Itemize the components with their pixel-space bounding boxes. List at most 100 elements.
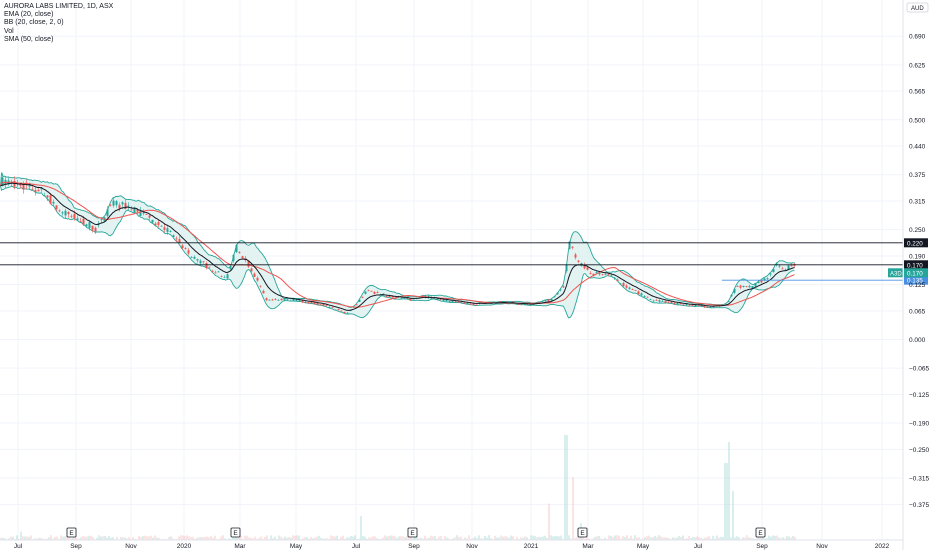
candle-body — [451, 300, 454, 302]
candle-body — [193, 256, 196, 259]
volume-bar — [464, 537, 466, 540]
candle-body — [364, 291, 367, 294]
volume-bar — [52, 538, 54, 540]
volume-bar — [16, 535, 18, 540]
level-tag — [904, 275, 928, 285]
volume-bar — [484, 535, 486, 540]
volume-bar — [738, 537, 740, 540]
candle-body — [46, 195, 49, 198]
candle-body — [607, 274, 610, 276]
candle-body — [769, 273, 772, 275]
candle-body — [178, 239, 181, 243]
candle-body — [664, 300, 667, 303]
volume-bar — [744, 537, 746, 540]
volume-bar — [192, 536, 194, 540]
time-tick-label: Nov — [816, 543, 828, 550]
legend-ema[interactable]: EMA (20, close) — [4, 11, 54, 19]
price-tick-label: 0.000 — [909, 337, 926, 344]
candle-body — [628, 287, 631, 289]
candle-body — [76, 218, 79, 221]
volume-bar — [326, 538, 328, 540]
legend-sma[interactable]: SMA (50, close) — [4, 35, 54, 43]
volume-bar — [304, 537, 306, 540]
candle-body — [568, 241, 571, 250]
volume-bar — [310, 536, 312, 540]
price-axis[interactable]: 0.690 0.625 0.565 0.500 0.440 0.375 0.315 0.250… — [902, 0, 929, 550]
volume-bar — [550, 535, 552, 540]
price-tick-label: −0.375 — [909, 502, 929, 509]
volume-bar — [380, 538, 382, 540]
volume-bar — [654, 535, 656, 540]
candle-body — [601, 274, 604, 276]
symbol-title[interactable]: AURORA LABS LIMITED, 1D, ASX — [4, 3, 114, 10]
legend-vol[interactable]: Vol — [4, 27, 14, 35]
volume-bar — [408, 536, 410, 540]
volume-bar — [156, 537, 158, 540]
candle-body — [271, 299, 274, 301]
bb-lower — [0, 185, 795, 319]
volume-bar — [680, 537, 682, 540]
level-tag — [904, 238, 928, 248]
candle-body — [616, 279, 619, 282]
candle-body — [298, 300, 301, 302]
volume-bar — [294, 535, 296, 540]
candle-body — [772, 269, 775, 273]
volume-bar — [96, 537, 98, 540]
candle-body — [106, 209, 109, 216]
candle-body — [739, 285, 742, 288]
volume-bar — [470, 538, 472, 540]
volume-bar — [664, 537, 666, 540]
time-axis[interactable]: Jul Sep Nov 2020 Mar May Jul Sep Nov 2021 Mar May Ju… — [0, 539, 903, 550]
volume-bar — [78, 538, 80, 540]
candle-body — [454, 301, 457, 303]
volume-bar — [398, 536, 400, 540]
volume-bar — [62, 536, 64, 540]
volume-bar — [202, 537, 204, 540]
volume-bar — [130, 538, 132, 540]
volume-bar — [440, 535, 442, 540]
volume-bar — [706, 537, 708, 540]
time-tick-label: May — [290, 543, 303, 550]
volume-bar — [678, 535, 680, 540]
volume-bar — [12, 536, 14, 540]
volume-bar — [376, 538, 378, 540]
volume-bar — [616, 535, 618, 540]
volume-bar — [278, 535, 280, 540]
volume-bar — [574, 537, 576, 540]
volume-bar — [60, 535, 62, 540]
volume-bar — [308, 538, 310, 540]
volume-bar — [58, 538, 60, 540]
volume-bar — [302, 538, 304, 540]
candle-body — [85, 224, 88, 227]
time-tick-label: 2022 — [875, 543, 890, 550]
volume-bar — [404, 537, 406, 540]
volume-bar — [170, 536, 172, 540]
volume-bar — [560, 535, 562, 540]
volume-bar — [564, 435, 566, 540]
volume-bar — [206, 536, 208, 540]
volume-bar — [782, 537, 784, 540]
volume-bar — [122, 537, 124, 540]
volume-bar — [732, 491, 734, 540]
volume-bar — [646, 536, 648, 540]
candle-body — [523, 303, 526, 305]
volume-bar — [344, 538, 346, 540]
legend-bb[interactable]: BB (20, close, 2, 0) — [4, 19, 64, 27]
candle-body — [241, 256, 244, 259]
volume-bar — [650, 537, 652, 540]
price-tick-label: 0.065 — [909, 308, 926, 315]
volume-bar — [26, 536, 28, 540]
candle-body — [253, 273, 256, 277]
candle-body — [343, 311, 346, 314]
volume-bar — [420, 537, 422, 540]
candle-body — [595, 272, 598, 274]
candle-body — [655, 299, 658, 301]
volume-bar — [724, 463, 726, 540]
volume-bar — [330, 535, 332, 540]
candle-body — [331, 307, 334, 309]
candle-body — [139, 210, 142, 216]
volume-bar — [240, 535, 242, 540]
earnings-marker — [66, 527, 77, 538]
candle-body — [394, 298, 397, 299]
